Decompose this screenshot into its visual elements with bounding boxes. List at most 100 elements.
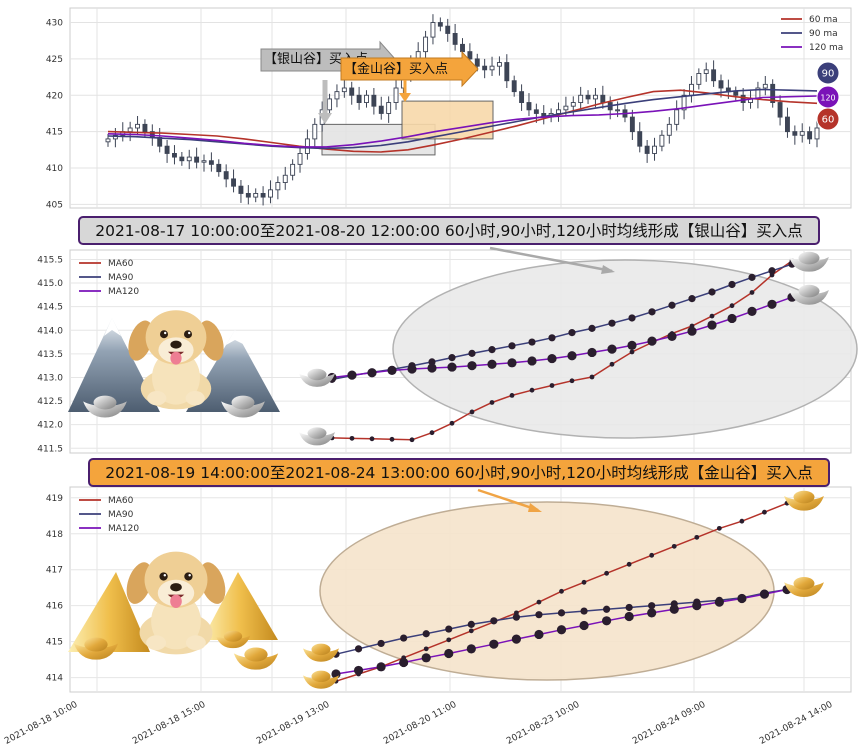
candle-body — [194, 156, 200, 163]
ma-point-MA90 — [668, 301, 676, 309]
silver-banner-arrow-head — [601, 265, 615, 274]
legend-label: MA90 — [108, 510, 134, 520]
gold-banner-box — [88, 458, 830, 487]
candle-body — [245, 193, 251, 198]
ma-point-MA90 — [468, 349, 476, 357]
candle-body — [659, 134, 665, 147]
y-tick-label: 415 — [46, 638, 63, 648]
y-tick-label: 415 — [46, 128, 63, 138]
candlestick-y-ticks: 405 410 415 420 425 430 — [46, 19, 63, 211]
candle-body — [452, 33, 458, 45]
ma-point-MA120 — [767, 299, 777, 309]
ma-point-MA120 — [714, 597, 724, 607]
ma-point-MA90 — [508, 342, 516, 350]
gold-banner-arrow-head — [528, 503, 542, 512]
ma-point-MA120 — [387, 365, 397, 375]
legend-label: MA120 — [108, 524, 139, 534]
ma-marker-label: 90 — [822, 69, 835, 80]
valley-highlight-boxes — [321, 100, 494, 156]
candlestick-legend: 60 ma 90 ma 120 ma — [781, 15, 843, 53]
ma-point-MA60 — [694, 534, 700, 540]
ma-point-MA90 — [748, 273, 756, 281]
ma-point-MA120 — [487, 359, 497, 369]
ma-point-MA60 — [589, 374, 595, 380]
candle-body — [127, 127, 133, 133]
ma-point-MA60 — [762, 509, 767, 515]
candlestick-panel: 405 410 415 420 425 430 【银山谷】买入点【金山谷】买入点 60 m… — [46, 7, 852, 211]
candle-body — [504, 62, 510, 82]
candle-body — [629, 116, 635, 133]
y-tick-label: 416 — [46, 602, 63, 612]
candle-body — [696, 73, 702, 85]
candle-body — [386, 102, 392, 114]
ma-point-MA90 — [445, 625, 453, 633]
y-tick-label: 415.5 — [37, 255, 63, 265]
candle-body — [327, 98, 333, 111]
ma-point-MA60 — [468, 628, 474, 634]
x-tick-label: 2021-08-24 09:00 — [631, 700, 708, 747]
ma-point-MA120 — [747, 306, 757, 316]
candle-body — [290, 163, 296, 176]
candle-body — [460, 43, 465, 53]
y-tick-label: 412.5 — [37, 397, 63, 407]
candle-body — [615, 109, 621, 112]
candle-body — [785, 116, 790, 133]
ma-point-MA90 — [708, 288, 716, 296]
ma-point-MA90 — [548, 334, 556, 342]
legend-label: MA120 — [108, 287, 139, 297]
y-tick-label: 412.0 — [37, 421, 63, 431]
candle-body — [703, 69, 709, 74]
x-tick-label: 2021-08-19 13:00 — [255, 700, 332, 747]
silver-valley-panel: 411.5 412.0 412.5 413.0 413.5 414.0 414.5 415.0… — [37, 216, 858, 454]
candle-body — [733, 91, 739, 96]
candle-body — [681, 94, 687, 111]
gold-valley-panel: 414 415 416 417 418 419 MA60 MA90 MA120 2021-08… — [46, 458, 852, 693]
gold-y-ticks: 414 415 416 417 418 419 — [46, 494, 63, 684]
x-tick-label: 2021-08-20 11:00 — [382, 700, 459, 747]
ma-point-MA120 — [444, 648, 454, 659]
ma-point-MA90 — [354, 645, 363, 653]
candle-body — [216, 163, 222, 173]
candle-body — [533, 109, 539, 114]
ma-marker-label: 120 — [820, 94, 835, 103]
ma-point-MA60 — [409, 437, 415, 443]
y-tick-label: 430 — [46, 19, 63, 29]
ma-point-MA120 — [647, 336, 657, 346]
candle-body — [179, 156, 185, 162]
ma-point-MA120 — [556, 625, 567, 635]
ma-point-MA120 — [567, 351, 577, 361]
candle-body — [807, 131, 813, 140]
ma-point-MA120 — [421, 653, 431, 663]
ma-point-MA60 — [649, 552, 655, 558]
gold-banner-arrow — [477, 488, 539, 512]
moving-average-lines — [107, 88, 818, 153]
silver-legend: MA60 MA90 MA120 — [79, 259, 139, 297]
ma-point-MA90 — [448, 354, 456, 362]
ma-point-MA120 — [511, 634, 521, 644]
candle-body — [792, 131, 798, 136]
y-tick-label: 414.0 — [37, 326, 63, 336]
candle-body — [496, 62, 502, 67]
ma-marker-circle — [816, 107, 840, 131]
silver-banner-title: 2021-08-17 10:00:00至2021-08-20 12:00:00 … — [95, 222, 803, 240]
ma-point-MA120 — [527, 356, 537, 366]
candle-body — [585, 94, 591, 100]
candle-body — [777, 102, 783, 118]
candle-body — [799, 131, 805, 136]
ma-point-MA60 — [369, 436, 375, 442]
ma-point-MA60 — [559, 588, 564, 594]
candle-body — [437, 22, 443, 27]
ma-point-MA90 — [488, 346, 496, 354]
silver-y-ticks: 411.5 412.0 412.5 413.0 413.5 414.0 414.5 415.0… — [37, 255, 63, 454]
candle-body — [238, 185, 244, 194]
candle-body — [334, 91, 340, 100]
candle-body — [718, 80, 724, 89]
candle-body — [349, 87, 355, 96]
ma-point-MA90 — [648, 602, 656, 610]
candle-body — [644, 145, 650, 154]
ma-point-MA90 — [467, 620, 475, 628]
y-tick-label: 425 — [46, 55, 63, 65]
candle-body — [268, 189, 273, 198]
ma-point-MA60 — [423, 646, 429, 652]
ma-point-MA120 — [737, 593, 747, 604]
